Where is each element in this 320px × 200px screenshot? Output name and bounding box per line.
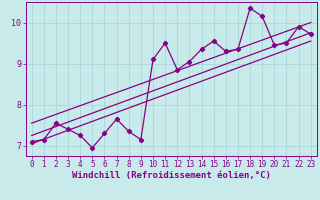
X-axis label: Windchill (Refroidissement éolien,°C): Windchill (Refroidissement éolien,°C) [72, 171, 271, 180]
